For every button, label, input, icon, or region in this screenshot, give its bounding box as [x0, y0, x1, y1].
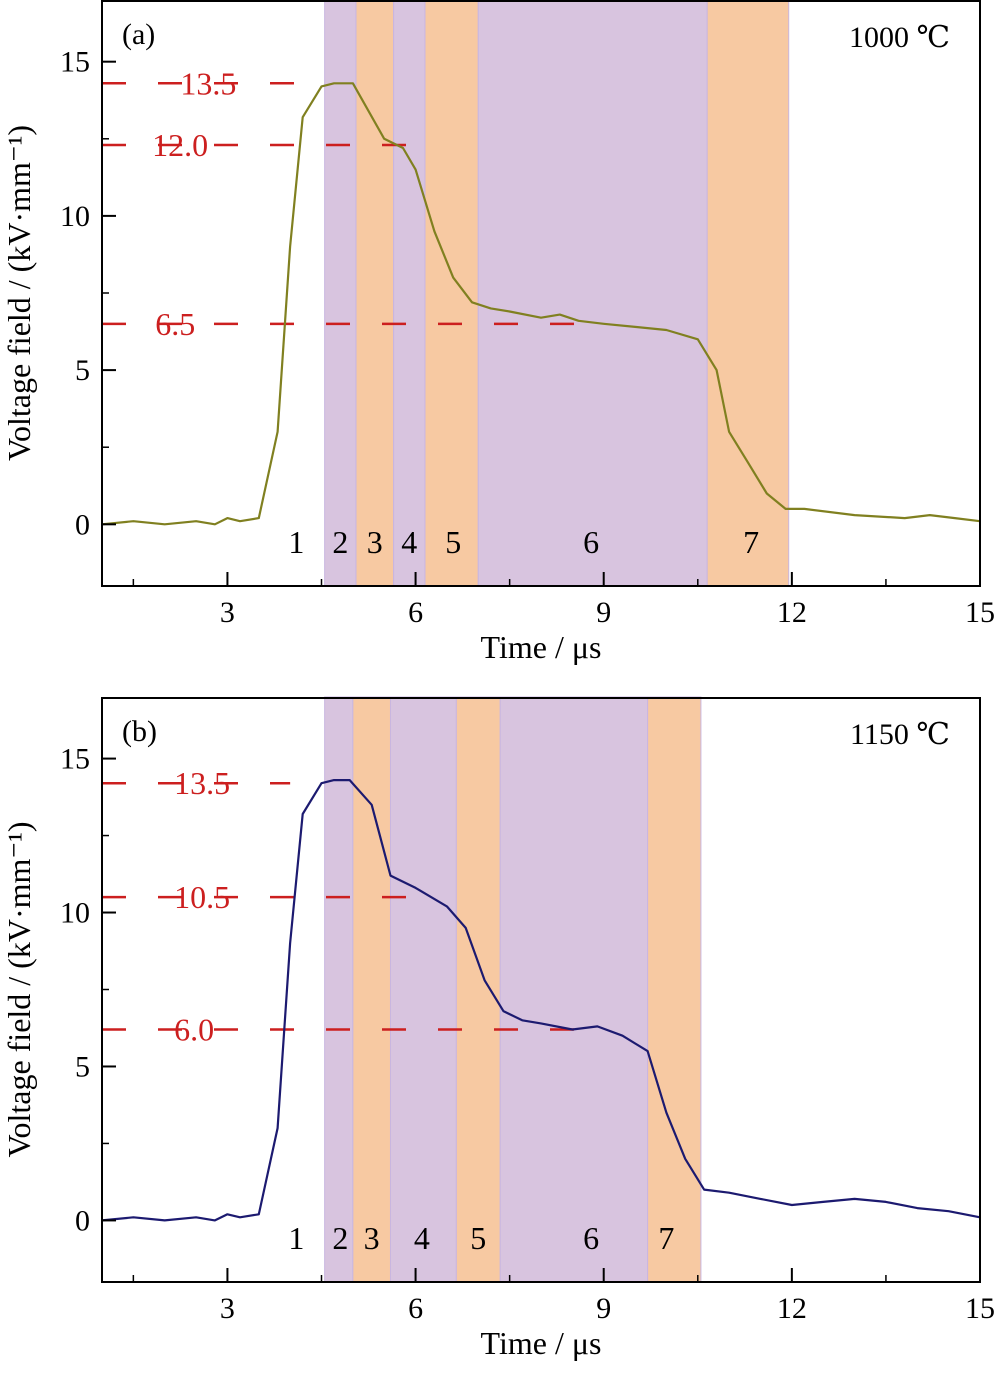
- phase-label: 6: [583, 1220, 599, 1256]
- phase-region-5: [455, 696, 501, 1283]
- y-tick-label: 5: [75, 1050, 90, 1083]
- x-tick-label: 12: [777, 1292, 807, 1325]
- phase-label: 7: [743, 524, 759, 560]
- x-tick-label: 6: [408, 1292, 423, 1325]
- phase-region-6: [477, 0, 708, 587]
- x-tick-label: 15: [965, 596, 995, 629]
- y-tick-label: 10: [60, 897, 90, 930]
- y-tick-label: 5: [75, 354, 90, 387]
- x-tick-label: 15: [965, 1292, 995, 1325]
- phase-region-5: [424, 0, 479, 587]
- x-tick-label: 9: [596, 1292, 611, 1325]
- x-tick-label: 12: [777, 596, 807, 629]
- reference-label: 12.0: [152, 127, 208, 163]
- x-tick-label: 3: [220, 1292, 235, 1325]
- reference-label: 13.5: [180, 65, 236, 101]
- phase-region-7: [647, 696, 702, 1283]
- temperature-label: 1150 ℃: [850, 718, 950, 751]
- y-tick-label: 15: [60, 743, 90, 776]
- voltage-series-line: [101, 82, 981, 526]
- phase-label: 5: [445, 524, 461, 560]
- voltage-series-line: [101, 778, 981, 1222]
- reference-label: 6.5: [155, 306, 195, 342]
- phase-label: 2: [332, 524, 348, 560]
- phase-label: 3: [367, 524, 383, 560]
- phase-region-4: [393, 0, 426, 587]
- phase-label: 4: [414, 1220, 430, 1256]
- reference-label: 13.5: [174, 765, 230, 801]
- x-tick-label: 6: [408, 596, 423, 629]
- temperature-label: 1000 ℃: [849, 21, 950, 54]
- phase-region-2: [324, 696, 354, 1283]
- y-tick-label: 15: [60, 46, 90, 79]
- y-tick-label: 0: [75, 1204, 90, 1237]
- phase-label: 7: [658, 1220, 674, 1256]
- phase-region-3: [355, 0, 395, 587]
- y-axis-label: Voltage field / (kV·mm⁻¹): [1, 821, 37, 1157]
- phase-label: 5: [470, 1220, 486, 1256]
- phase-label: 2: [332, 1220, 348, 1256]
- panel-label: (b): [122, 715, 157, 748]
- panel-label: (a): [122, 18, 155, 51]
- x-axis-label: Time / μs: [481, 629, 602, 665]
- phase-region-6: [499, 696, 649, 1283]
- phase-label: 6: [583, 524, 599, 560]
- x-axis-label: Time / μs: [481, 1325, 602, 1361]
- phase-region-4: [389, 696, 457, 1283]
- y-axis-label: Voltage field / (kV·mm⁻¹): [1, 125, 37, 461]
- phase-label: 1: [288, 524, 304, 560]
- reference-label: 6.0: [174, 1012, 214, 1048]
- phase-label: 1: [288, 1220, 304, 1256]
- phase-region-7: [706, 0, 790, 587]
- phase-region-2: [324, 0, 357, 587]
- x-tick-label: 3: [220, 596, 235, 629]
- phase-region-3: [352, 696, 391, 1283]
- reference-label: 10.5: [174, 879, 230, 915]
- y-tick-label: 0: [75, 508, 90, 541]
- x-tick-label: 9: [596, 596, 611, 629]
- phase-label: 3: [364, 1220, 380, 1256]
- phase-label: 4: [401, 524, 417, 560]
- y-tick-label: 10: [60, 200, 90, 233]
